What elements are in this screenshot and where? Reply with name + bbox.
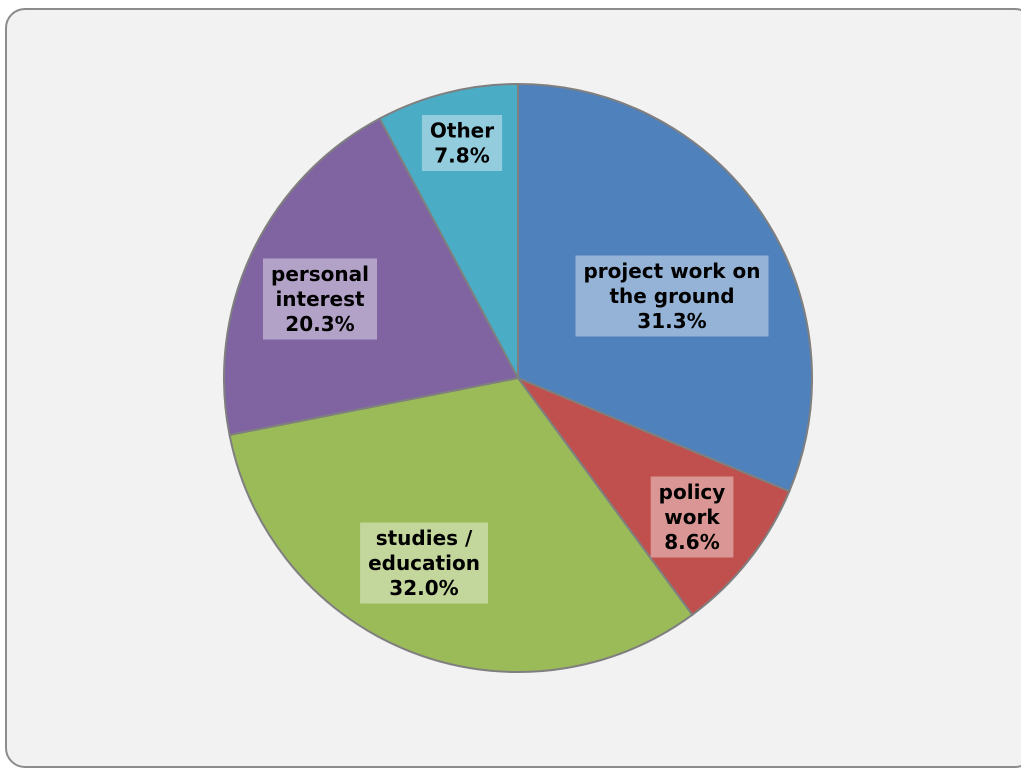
slice-label-background <box>575 255 769 337</box>
slice-category-label: studies / <box>376 526 473 550</box>
slice-label-background <box>263 258 377 340</box>
slice-category-label: the ground <box>609 284 734 308</box>
slice-category-label: education <box>368 551 480 575</box>
slice-value-label: 32.0% <box>389 576 458 600</box>
slice-value-label: 8.6% <box>664 530 719 554</box>
slice-category-label: work <box>664 505 720 529</box>
slice-category-label: policy <box>659 480 726 504</box>
slice-value-label: 31.3% <box>637 309 706 333</box>
slice-category-label: Other <box>430 119 494 143</box>
slice-category-label: interest <box>275 287 365 311</box>
slice-label-background <box>360 522 488 604</box>
slice-label-background <box>650 476 734 558</box>
slice-value-label: 20.3% <box>285 312 354 336</box>
slice-label-background <box>421 115 503 171</box>
slice-category-label: personal <box>271 262 369 286</box>
slice-value-label: 7.8% <box>434 144 489 168</box>
slice-category-label: project work on <box>583 259 760 283</box>
